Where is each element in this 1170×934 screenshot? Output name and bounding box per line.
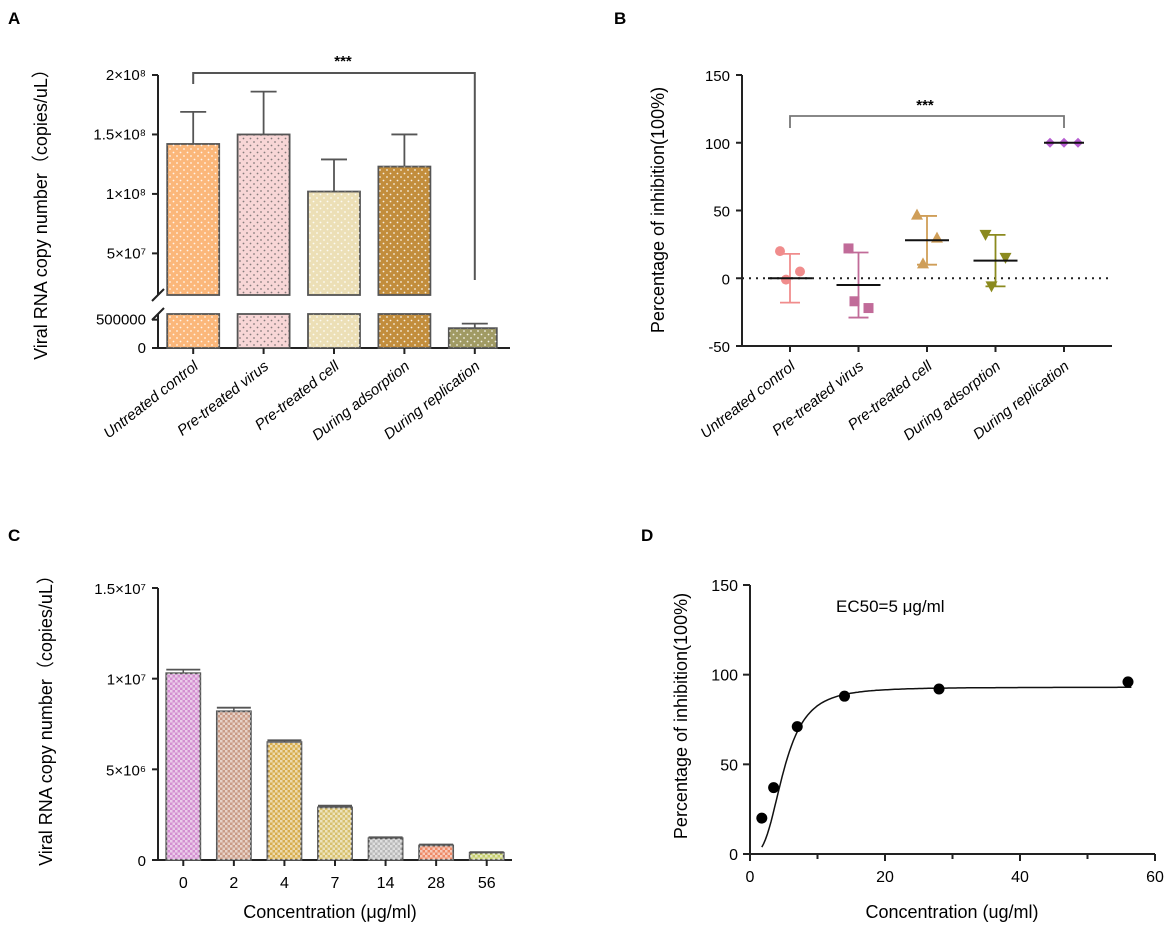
panel-c-bar-texture bbox=[419, 845, 454, 860]
panel-c-x-tick-label: 0 bbox=[179, 875, 188, 892]
panel-c-y-tick-label: 1×10⁷ bbox=[107, 672, 146, 689]
panel-d-fit-curve bbox=[761, 686, 1132, 848]
panel-d-y-axis-title: Percentage of inhibition(100%) bbox=[671, 593, 691, 839]
panel-a-y-tick-label: 5×10⁷ bbox=[107, 245, 146, 262]
panel-d-x-tick-label: 20 bbox=[876, 869, 894, 886]
panel-d-y-tick-label: 50 bbox=[720, 757, 738, 774]
panel-d-data-point bbox=[768, 782, 780, 794]
panel-b-y-tick-label: -50 bbox=[708, 339, 730, 356]
panel-d-data-point bbox=[933, 683, 945, 695]
panel-c-bar-texture bbox=[216, 711, 251, 860]
panel-a-bar-texture bbox=[237, 314, 290, 348]
panel-c-y-axis-title: Viral RNA copy number（copies/uL） bbox=[36, 566, 56, 866]
panel-c-x-tick-label: 2 bbox=[229, 875, 238, 892]
panel-b-y-axis-title: Percentage of inhibition(100%) bbox=[648, 87, 668, 333]
panel-d-y-tick-label: 150 bbox=[711, 578, 738, 595]
panel-a-bar-chart: Viral RNA copy number（copies/uL） *** 5×1… bbox=[31, 53, 510, 444]
panel-d-y-tick-label: 100 bbox=[711, 668, 738, 685]
panel-a-y-tick-label: 1×10⁸ bbox=[106, 186, 146, 203]
panel-a-y-axis-title: Viral RNA copy number（copies/uL） bbox=[31, 60, 51, 360]
panel-c-y-tick-label: 5×10⁶ bbox=[106, 762, 146, 779]
panel-d-data-point bbox=[839, 690, 850, 702]
panel-d-x-tick-label: 40 bbox=[1011, 869, 1029, 886]
panel-c-x-axis-title: Concentration (μg/ml) bbox=[243, 902, 416, 922]
panel-a-y-tick-label: 1.5×10⁸ bbox=[93, 126, 146, 143]
panel-a-bar-texture bbox=[308, 191, 360, 295]
panel-c-x-tick-label: 28 bbox=[427, 875, 445, 892]
panel-c-x-tick-label: 56 bbox=[478, 875, 496, 892]
panel-b-data-point bbox=[843, 243, 854, 254]
panel-b-data-point bbox=[863, 303, 874, 314]
panel-label-a: A bbox=[8, 9, 20, 28]
panel-b-y-tick-label: 100 bbox=[705, 136, 730, 153]
panel-b-data-point bbox=[795, 266, 805, 277]
panel-b-significance: *** bbox=[916, 97, 934, 114]
panel-c-x-tick-label: 14 bbox=[377, 875, 395, 892]
panel-a-y-tick-label: 500000 bbox=[96, 312, 146, 329]
panel-b-y-tick-label: 150 bbox=[705, 68, 730, 85]
panel-c-y-tick-label: 0 bbox=[138, 853, 146, 870]
panel-d-data-point bbox=[791, 721, 803, 733]
panel-c-y-tick-label: 1.5×10⁷ bbox=[94, 581, 146, 598]
panel-d-y-tick-label: 0 bbox=[729, 847, 738, 864]
panel-b-data-point bbox=[849, 296, 860, 307]
panel-c-bar-chart: Viral RNA copy number（copies/uL） Concent… bbox=[36, 566, 512, 922]
panel-a-bar-texture bbox=[167, 314, 220, 348]
panel-a-significance: *** bbox=[334, 53, 352, 70]
panel-a-axis-break bbox=[151, 288, 165, 302]
panel-label-c: C bbox=[8, 526, 20, 545]
panel-d-x-tick-label: 60 bbox=[1146, 869, 1164, 886]
panel-c-x-tick-label: 7 bbox=[331, 875, 340, 892]
panel-d-x-axis-title: Concentration (ug/ml) bbox=[865, 902, 1038, 922]
panel-b-y-tick-label: 0 bbox=[722, 271, 730, 288]
panel-label-d: D bbox=[641, 526, 653, 545]
panel-c-bar-texture bbox=[469, 852, 504, 860]
panel-a-bar-texture bbox=[378, 314, 431, 348]
panel-b-data-point bbox=[999, 252, 1012, 264]
panel-label-b: B bbox=[614, 9, 626, 28]
panel-b-data-point bbox=[979, 229, 992, 241]
panel-b-data-point bbox=[917, 257, 929, 269]
panel-b-y-tick-label: 50 bbox=[713, 204, 730, 221]
panel-d-data-point bbox=[756, 812, 768, 824]
panel-b-data-point bbox=[781, 274, 791, 285]
panel-b-data-point bbox=[911, 208, 923, 220]
panel-b-data-point bbox=[985, 281, 998, 293]
panel-d-x-tick-label: 0 bbox=[746, 869, 755, 886]
panel-a-axis-break bbox=[151, 307, 165, 321]
panel-c-x-tick-label: 4 bbox=[280, 875, 289, 892]
panel-a-bar-texture bbox=[448, 328, 497, 348]
panel-a-bar-texture bbox=[308, 314, 360, 348]
panel-a-bar-texture bbox=[237, 134, 290, 295]
panel-c-bar-texture bbox=[318, 807, 352, 860]
panel-b-data-point bbox=[775, 246, 785, 257]
panel-c-bar-texture bbox=[368, 838, 403, 860]
panel-a-bar-texture bbox=[378, 166, 431, 295]
panel-b-significance-bracket bbox=[789, 115, 1065, 128]
panel-c-bar-texture bbox=[267, 742, 302, 860]
panel-d-ec50-annotation: EC50=5 μg/ml bbox=[836, 597, 945, 616]
panel-d-dose-response-chart: Percentage of inhibition(100%) Concentra… bbox=[671, 578, 1164, 922]
panel-a-y-tick-label: 0 bbox=[138, 340, 146, 357]
panel-a-y-tick-label: 2×10⁸ bbox=[106, 67, 146, 84]
panel-c-bar-texture bbox=[166, 673, 201, 860]
panel-d-data-point bbox=[1122, 676, 1134, 688]
panel-a-bar-texture bbox=[167, 143, 220, 295]
panel-a-significance-bracket bbox=[192, 72, 476, 280]
panel-b-scatter-chart: Percentage of inhibition(100%) *** -50 0 5… bbox=[648, 68, 1112, 444]
